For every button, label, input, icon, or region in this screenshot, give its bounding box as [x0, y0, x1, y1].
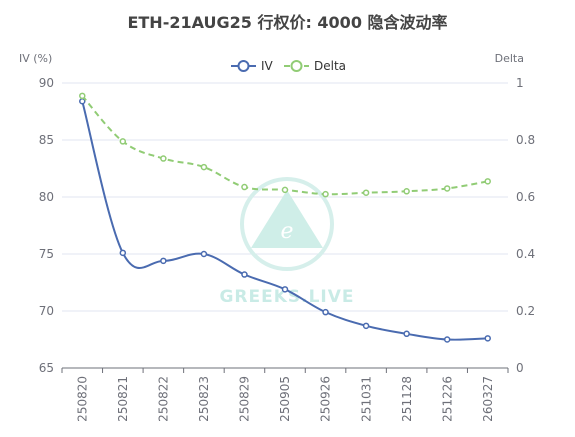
y-right-tick-label: 0.6	[516, 190, 535, 204]
watermark-text: GREEKS.LIVE	[219, 287, 354, 307]
data-point-delta	[160, 155, 167, 162]
y-left-tick-label: 65	[39, 361, 54, 375]
x-tick-label: 251031	[359, 376, 373, 422]
data-point-delta	[119, 138, 127, 145]
y-right-tick-label: 0.8	[516, 133, 535, 147]
legend-marker-iv	[237, 60, 250, 72]
data-point-delta	[281, 186, 289, 194]
x-tick-label: 250926	[319, 376, 333, 422]
data-point-iv	[79, 97, 86, 105]
data-point-iv	[484, 335, 491, 342]
data-point-iv	[119, 249, 127, 257]
x-tick-label: 250823	[197, 376, 211, 422]
legend-marker-delta	[290, 60, 303, 72]
y-left-tick-label: 90	[39, 76, 54, 90]
data-point-iv	[403, 330, 410, 338]
data-point-delta	[443, 185, 451, 192]
x-tick-label: 251128	[400, 376, 414, 422]
y-right-tick-label: 0.2	[516, 304, 535, 318]
data-point-delta	[322, 190, 329, 198]
legend-label-iv: IV	[261, 59, 274, 73]
series-line-iv	[81, 100, 488, 341]
watermark-logo-icon	[251, 190, 323, 248]
data-point-iv	[200, 250, 208, 258]
legend-label-delta: Delta	[314, 59, 346, 73]
data-point-iv	[443, 336, 451, 343]
data-point-delta	[79, 92, 86, 100]
data-point-iv	[241, 271, 248, 278]
y-left-axis-label: IV (%)	[19, 52, 52, 65]
legend[interactable]: IV Delta	[231, 59, 346, 73]
data-point-delta	[484, 178, 491, 185]
y-left-tick-label: 70	[39, 304, 54, 318]
x-tick-label: 250821	[116, 376, 130, 422]
watermark: e GREEKS.LIVE	[219, 177, 354, 307]
y-left-tick-label: 80	[39, 190, 54, 204]
y-left-tick-label: 85	[39, 133, 54, 147]
chart-title: ETH-21AUG25 行权价: 4000 隐含波动率	[127, 13, 448, 32]
x-tick-label: 250822	[157, 376, 171, 422]
data-point-iv	[362, 322, 370, 330]
y-right-axis-label: Delta	[495, 52, 524, 65]
y-left-tick-label: 75	[39, 247, 54, 261]
x-tick-label: 250829	[238, 376, 252, 422]
y-right-tick-label: 1	[516, 76, 524, 90]
data-point-iv	[322, 308, 329, 316]
axes: 65 70 75 80 85 90 0 0.2 0.4 0.6 0.8 1 IV (%) Delta 250…	[19, 52, 535, 422]
y-right-tick-label: 0.4	[516, 247, 535, 261]
x-tick-label: 251226	[440, 376, 454, 422]
series-layer	[79, 92, 491, 343]
data-point-iv	[281, 286, 289, 293]
x-tick-label: 250905	[278, 376, 292, 422]
data-point-delta	[362, 189, 370, 196]
data-point-delta	[241, 183, 248, 191]
watermark-logo-letter: e	[280, 219, 293, 244]
x-tick-label: 250820	[75, 376, 89, 422]
data-point-delta	[403, 188, 410, 195]
watermark-logo-ring	[240, 177, 334, 271]
data-point-iv	[160, 257, 167, 265]
y-right-tick-label: 0	[516, 361, 524, 375]
data-point-delta	[200, 163, 208, 171]
x-tick-label: 260327	[481, 376, 495, 422]
